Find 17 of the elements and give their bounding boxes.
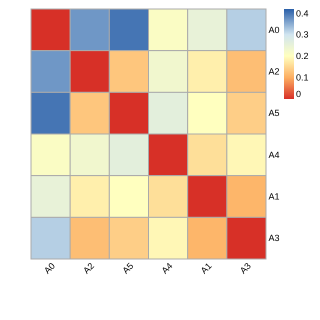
color-bar-label: 0: [296, 89, 302, 99]
y-tick-label: A2: [268, 66, 280, 76]
y-tick-label: A3: [268, 233, 280, 244]
x-tick-label: A1: [198, 260, 214, 276]
y-tick-label: A0: [268, 24, 280, 35]
y-tick-label: A5: [268, 108, 280, 118]
color-bar-label: 0.2: [296, 51, 309, 62]
x-tick-label: A4: [160, 260, 174, 276]
y-tick-label: A1: [268, 192, 280, 202]
x-tick-label: A3: [238, 260, 253, 276]
color-bar-label: 0.3: [296, 30, 309, 40]
color-bar-label: 0.1: [296, 72, 309, 83]
x-tick-label: A5: [120, 260, 136, 276]
x-tick-label: A0: [42, 260, 57, 276]
x-tick-label: A2: [81, 260, 96, 276]
y-tick-label: A4: [268, 150, 280, 160]
color-bar-label: 0.4: [296, 8, 309, 18]
